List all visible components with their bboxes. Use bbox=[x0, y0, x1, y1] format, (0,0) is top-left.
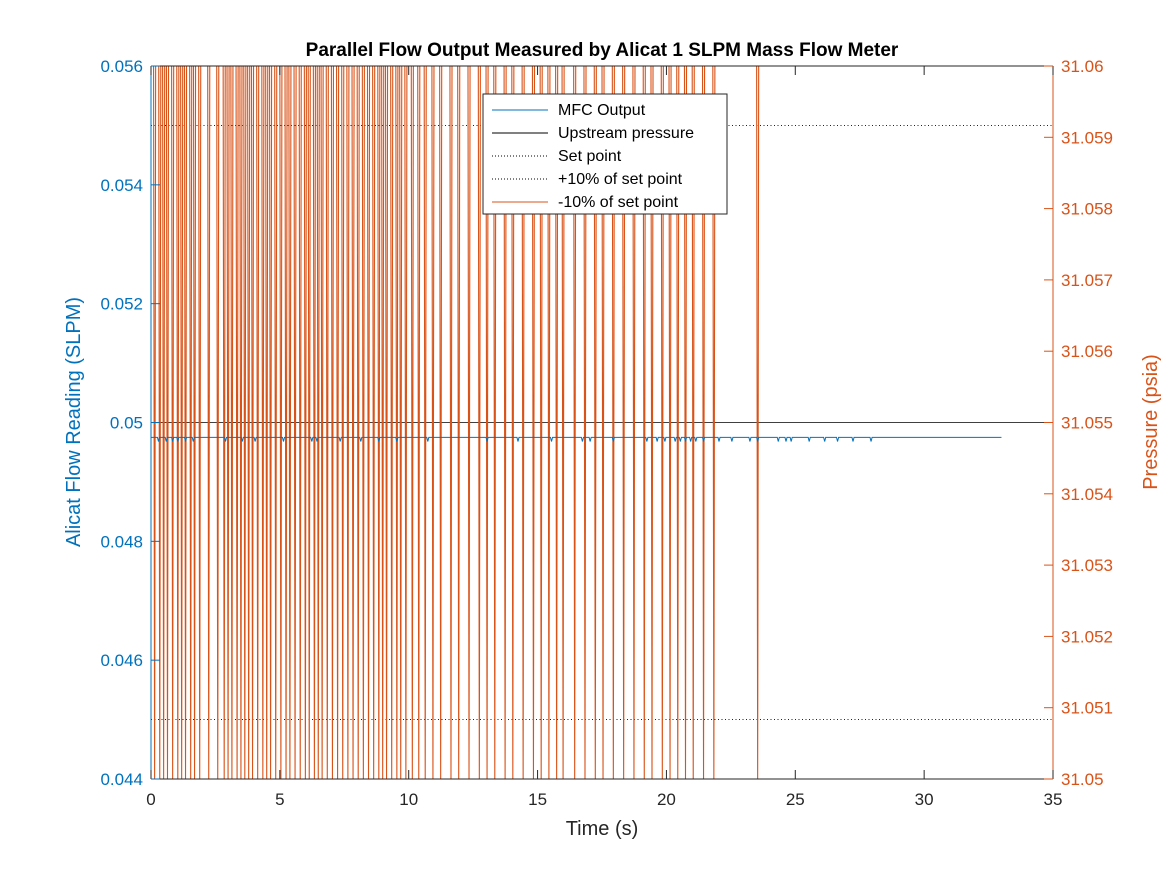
y-right-tick-label: 31.052 bbox=[1061, 627, 1113, 646]
y-right-tick-label: 31.054 bbox=[1061, 485, 1113, 504]
upstream-pressure-series bbox=[151, 66, 1053, 779]
y-axis-label-left: Alicat Flow Reading (SLPM) bbox=[63, 297, 85, 547]
x-axis-label: Time (s) bbox=[566, 818, 639, 840]
x-tick-label: 0 bbox=[146, 790, 155, 809]
x-tick-label: 35 bbox=[1044, 790, 1063, 809]
y-right-tick-label: 31.059 bbox=[1061, 128, 1113, 147]
x-tick-label: 20 bbox=[657, 790, 676, 809]
y-right-tick-label: 31.06 bbox=[1061, 57, 1104, 76]
legend-label-mfc-output: MFC Output bbox=[558, 102, 646, 119]
y-left-tick-label: 0.046 bbox=[100, 651, 143, 670]
x-tick-label: 5 bbox=[275, 790, 284, 809]
y-axis-label-right: Pressure (psia) bbox=[1140, 354, 1162, 490]
y-left-tick-label: 0.052 bbox=[100, 295, 143, 314]
legend-label-set-point: Set point bbox=[558, 148, 622, 165]
x-tick-label: 15 bbox=[528, 790, 547, 809]
x-tick-label: 30 bbox=[915, 790, 934, 809]
y-right-tick-label: 31.057 bbox=[1061, 271, 1113, 290]
legend-label-plus-10-percent: +10% of set point bbox=[558, 171, 683, 188]
legend-label-minus-10-percent: -10% of set point bbox=[558, 194, 679, 211]
y-right-tick-label: 31.051 bbox=[1061, 699, 1113, 718]
y-right-tick-label: 31.05 bbox=[1061, 770, 1104, 789]
legend: MFC Output Upstream pressure Set point +… bbox=[482, 93, 728, 215]
x-tick-label: 10 bbox=[399, 790, 418, 809]
mfc-output-series bbox=[151, 436, 1002, 442]
legend-box bbox=[482, 93, 728, 215]
y-right-tick-label: 31.055 bbox=[1061, 414, 1113, 433]
legend-label-upstream-pressure: Upstream pressure bbox=[558, 125, 694, 142]
y-right-tick-label: 31.053 bbox=[1061, 556, 1113, 575]
y-left-tick-label: 0.054 bbox=[100, 176, 143, 195]
y-right-tick-label: 31.056 bbox=[1061, 342, 1113, 361]
x-tick-label: 25 bbox=[786, 790, 805, 809]
y-left-tick-label: 0.056 bbox=[100, 57, 143, 76]
chart-title: Parallel Flow Output Measured by Alicat … bbox=[306, 40, 899, 61]
y-right-tick-label: 31.058 bbox=[1061, 200, 1113, 219]
y-left-tick-label: 0.048 bbox=[100, 532, 143, 551]
y-left-tick-label: 0.05 bbox=[110, 414, 143, 433]
y-left-tick-label: 0.044 bbox=[100, 770, 143, 789]
